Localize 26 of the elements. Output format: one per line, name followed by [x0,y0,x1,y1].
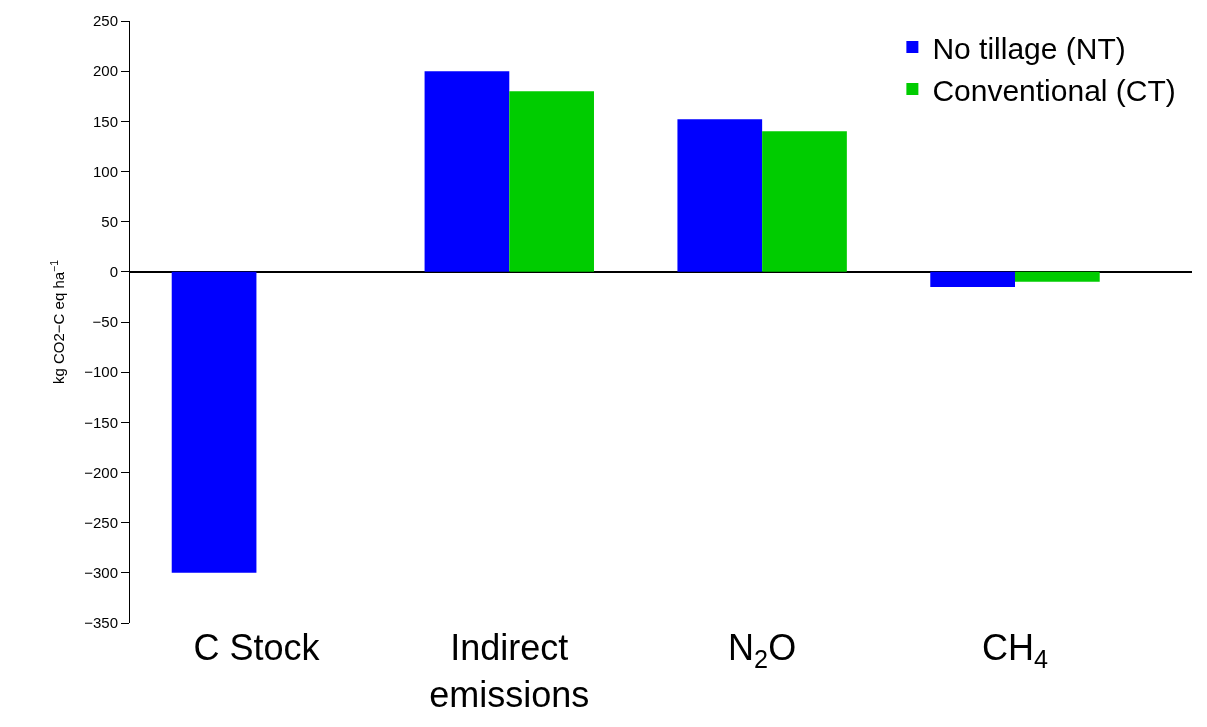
y-tick-label: 50 [101,212,118,230]
y-tick-label: −50 [92,313,118,331]
bar [509,91,594,272]
x-tick-label: N$_{2}$O [728,627,797,673]
bar [171,271,257,573]
y-tick-label: 0 [109,263,118,281]
bar [677,119,763,272]
legend-label: Conventional (CT) [932,73,1176,107]
bar [762,131,847,272]
y-tick-label: 200 [92,62,118,80]
y-tick-label: −200 [84,463,118,481]
x-tick-label: CH$_{4}$ [981,627,1049,673]
y-tick-label: −100 [84,363,118,381]
x-tick-label: Indirect emissions [429,627,590,715]
y-tick-label: −300 [84,564,118,582]
x-tick-label: C Stock [193,627,321,668]
y-tick-label: −150 [84,413,118,431]
y-tick-label: 250 [92,12,118,30]
bar [1015,271,1100,282]
y-tick-label: 100 [92,162,118,180]
y-tick-label: −250 [84,513,118,531]
legend-label: No tillage (NT) [932,31,1126,65]
y-tick-label: −350 [84,614,118,632]
bar [930,271,1015,287]
y-tick-label: 150 [92,112,118,130]
bar [424,71,510,272]
